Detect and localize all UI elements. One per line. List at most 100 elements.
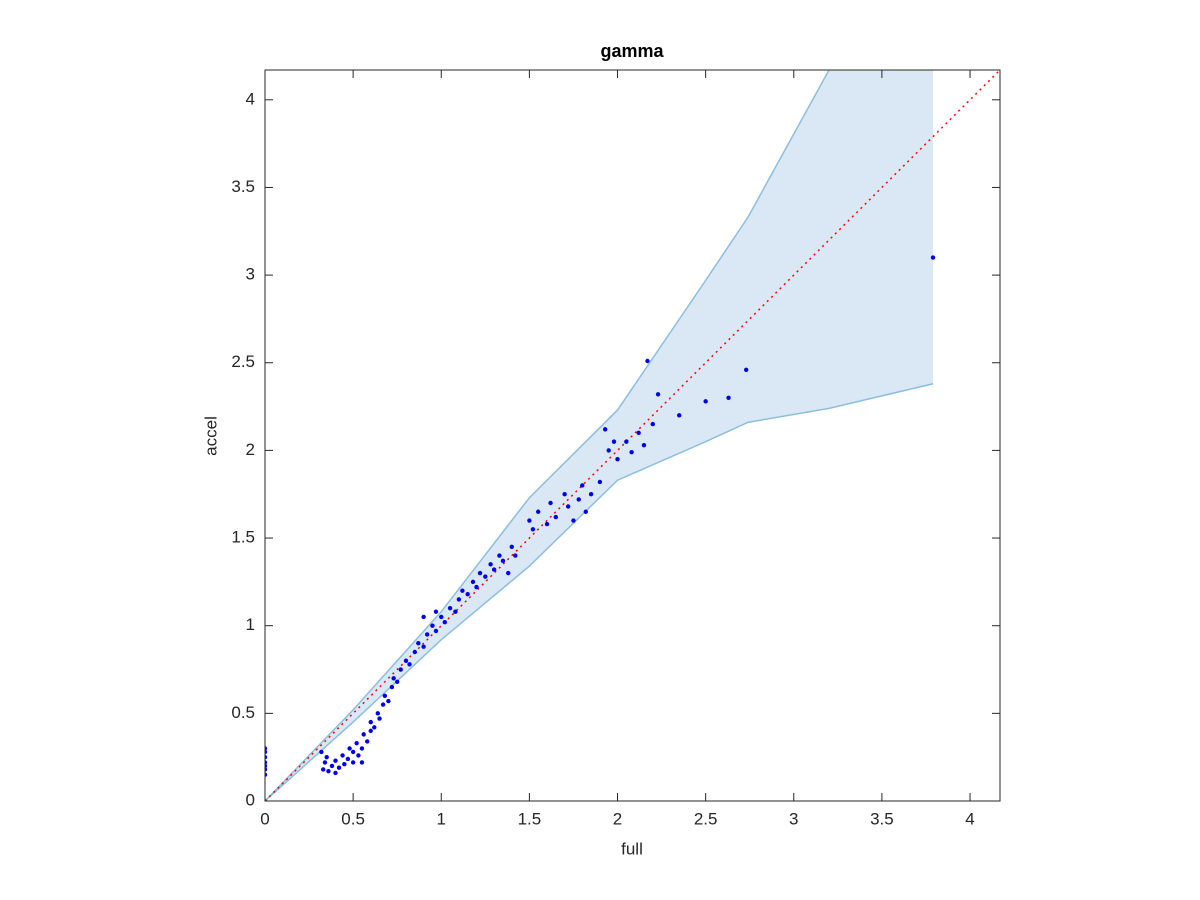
scatter-point (562, 492, 567, 497)
scatter-point (606, 448, 611, 453)
x-tick-label: 2.5 (694, 809, 718, 828)
scatter-point (527, 518, 532, 523)
x-tick-label: 0.5 (341, 809, 365, 828)
scatter-point (433, 609, 439, 614)
scatter-point (368, 719, 373, 725)
scatter-point (416, 641, 421, 646)
scatter-point (447, 605, 453, 611)
scatter-point (465, 591, 470, 597)
x-tick-label: 3 (789, 809, 798, 828)
scatter-point (483, 574, 488, 579)
scatter-point (333, 770, 338, 776)
scatter-point (513, 553, 518, 558)
scatter-point (329, 763, 335, 769)
scatter-point (553, 514, 559, 520)
confidence-band (265, 70, 934, 801)
scatter-point (629, 449, 634, 455)
x-tick-label: 3.5 (870, 809, 894, 828)
scatter-point (430, 623, 435, 628)
scatter-point (456, 597, 462, 602)
scatter-point (319, 749, 324, 755)
y-tick-label: 2 (246, 440, 255, 459)
scatter-point (544, 521, 550, 527)
scatter-point (375, 711, 381, 716)
scatter-point (265, 763, 268, 769)
scatter-point (361, 732, 366, 737)
scatter-point (576, 497, 581, 502)
scatter-point (347, 746, 352, 751)
scatter-point (265, 772, 268, 777)
scatter-point (497, 553, 502, 558)
scatter-point (611, 439, 617, 444)
scatter-point (372, 725, 377, 730)
scatter-point (636, 430, 641, 436)
scatter-point (350, 760, 356, 765)
scatter-point (930, 255, 936, 260)
x-tick-label: 4 (965, 809, 974, 828)
scatter-point (491, 567, 497, 572)
scatter-point (403, 658, 409, 663)
scatter-point (433, 628, 439, 634)
scatter-point (548, 500, 553, 506)
chart-title: gamma (600, 41, 664, 61)
scatter-point (588, 492, 594, 497)
scatter-point (506, 570, 511, 576)
scatter-point (389, 684, 395, 690)
scatter-point (354, 740, 359, 746)
scatter-point (442, 619, 447, 625)
scatter-point (380, 702, 386, 707)
y-tick-label: 3 (246, 265, 255, 284)
scatter-point (394, 679, 400, 684)
scatter-point (322, 760, 328, 765)
scatter-point (571, 518, 576, 523)
scatter-point (488, 562, 493, 567)
scatter-point (350, 749, 356, 755)
scatter-point (645, 358, 650, 364)
scatter-point (326, 768, 331, 774)
scatter-point (407, 662, 412, 667)
scatter-point (324, 754, 329, 760)
scatter-point (453, 609, 458, 614)
x-tick-label: 1.5 (518, 809, 542, 828)
scatter-point (500, 558, 506, 564)
scatter-point (677, 413, 682, 418)
scatter-point (509, 544, 514, 550)
scatter-point (391, 676, 396, 681)
scatter-point (597, 479, 603, 485)
scatter-point (470, 579, 476, 585)
scatter-point (439, 614, 444, 620)
scatter-point (359, 746, 365, 751)
scatter-point (421, 644, 426, 649)
scatter-point (421, 614, 426, 620)
scatter-point (340, 753, 345, 758)
scatter-point (460, 588, 465, 593)
scatter-point (345, 756, 351, 762)
scatter-point (368, 728, 373, 734)
scatter-point (743, 367, 749, 372)
scatter-point (650, 421, 655, 427)
scatter-point (336, 765, 342, 770)
scatter-point (377, 716, 382, 721)
scatter-point (365, 739, 370, 744)
scatter-point (726, 395, 731, 401)
scatter-point (424, 632, 430, 637)
scatter-point (641, 442, 647, 448)
scatter-point (536, 509, 541, 514)
scatter-point (655, 392, 661, 397)
scatter-point (356, 753, 361, 758)
scatter-point (265, 767, 268, 772)
scatter-point (398, 667, 403, 672)
y-tick-label: 2.5 (231, 352, 255, 371)
plot-area (265, 70, 1000, 801)
x-tick-label: 1 (437, 809, 446, 828)
y-axis-label: accel (201, 416, 220, 456)
scatter-point (382, 693, 388, 699)
scatter-point (477, 570, 483, 576)
y-tick-label: 0 (246, 790, 255, 809)
scatter-point (359, 760, 365, 765)
y-tick-label: 0.5 (231, 703, 255, 722)
scatter-point (703, 399, 708, 404)
scatter-point (615, 456, 620, 462)
